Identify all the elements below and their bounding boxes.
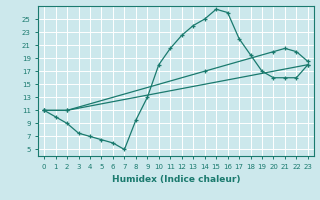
- X-axis label: Humidex (Indice chaleur): Humidex (Indice chaleur): [112, 175, 240, 184]
